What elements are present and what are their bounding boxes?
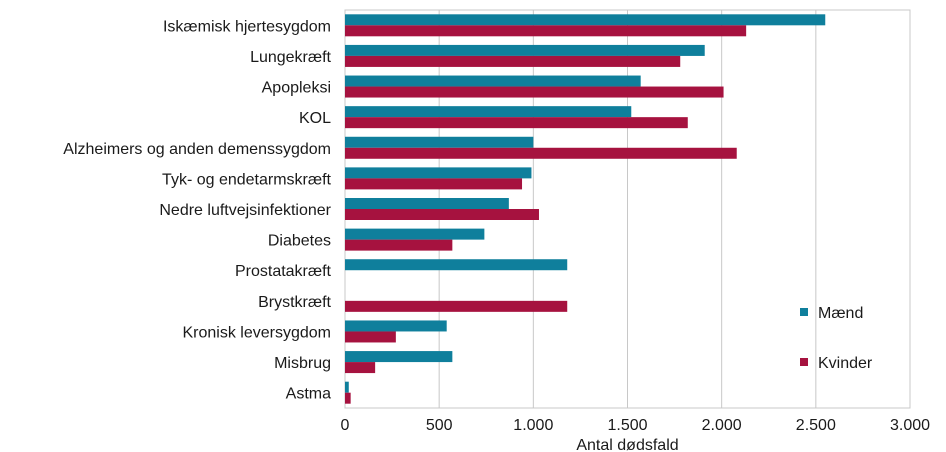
category-label: Lungekræft xyxy=(250,49,331,66)
category-label: Iskæmisk hjertesygdom xyxy=(163,18,331,35)
bar-kvinder xyxy=(345,117,688,129)
category-label: Prostatakræft xyxy=(235,263,332,280)
bar-kvinder xyxy=(345,55,681,67)
bar-kvinder xyxy=(345,362,376,374)
bar-kvinder xyxy=(345,331,396,343)
legend-swatch-maend xyxy=(800,308,808,316)
category-label: Alzheimers og anden demenssygdom xyxy=(63,141,331,158)
category-label: Astma xyxy=(286,386,331,403)
category-label: Apopleksi xyxy=(262,80,331,97)
bar-kvinder xyxy=(345,392,351,404)
x-tick-label: 2.500 xyxy=(796,417,836,434)
x-tick-label: 2.000 xyxy=(702,417,742,434)
x-tick-label: 1.500 xyxy=(607,417,647,434)
x-tick-label: 0 xyxy=(341,417,350,434)
category-label: Kronisk leversygdom xyxy=(183,324,332,341)
bar-maend xyxy=(345,381,349,393)
category-label: Misbrug xyxy=(274,355,331,372)
bar-maend xyxy=(345,198,509,209)
x-axis-title: Antal dødsfald xyxy=(576,437,678,452)
x-tick-label: 500 xyxy=(426,417,453,434)
bar-maend xyxy=(345,44,705,56)
bar-maend xyxy=(345,259,568,271)
bar-kvinder xyxy=(345,178,523,190)
x-tick-label: 1.000 xyxy=(513,417,553,434)
bar-kvinder xyxy=(345,300,568,312)
category-label: Tyk- og endetarmskræft xyxy=(162,171,332,188)
bar-maend xyxy=(345,228,485,240)
bar-maend xyxy=(345,167,532,179)
bar-maend xyxy=(345,351,453,363)
category-label: Nedre luftvejsinfektioner xyxy=(159,202,331,219)
bar-maend xyxy=(345,106,632,118)
legend-label-maend: Mænd xyxy=(818,305,863,322)
legend-swatch-kvinder xyxy=(800,358,808,366)
bar-kvinder xyxy=(345,209,539,220)
bar-kvinder xyxy=(345,86,724,98)
bar-maend xyxy=(345,14,826,26)
bar-kvinder xyxy=(345,147,737,159)
bar-maend xyxy=(345,136,534,148)
bar-maend xyxy=(345,320,447,332)
category-label: KOL xyxy=(299,110,331,127)
category-label: Brystkræft xyxy=(258,294,331,311)
bar-maend xyxy=(345,75,641,87)
x-tick-label: 3.000 xyxy=(890,417,930,434)
bar-kvinder xyxy=(345,25,747,37)
bar-kvinder xyxy=(345,239,453,251)
legend-label-kvinder: Kvinder xyxy=(818,355,873,372)
category-label: Diabetes xyxy=(268,233,331,250)
